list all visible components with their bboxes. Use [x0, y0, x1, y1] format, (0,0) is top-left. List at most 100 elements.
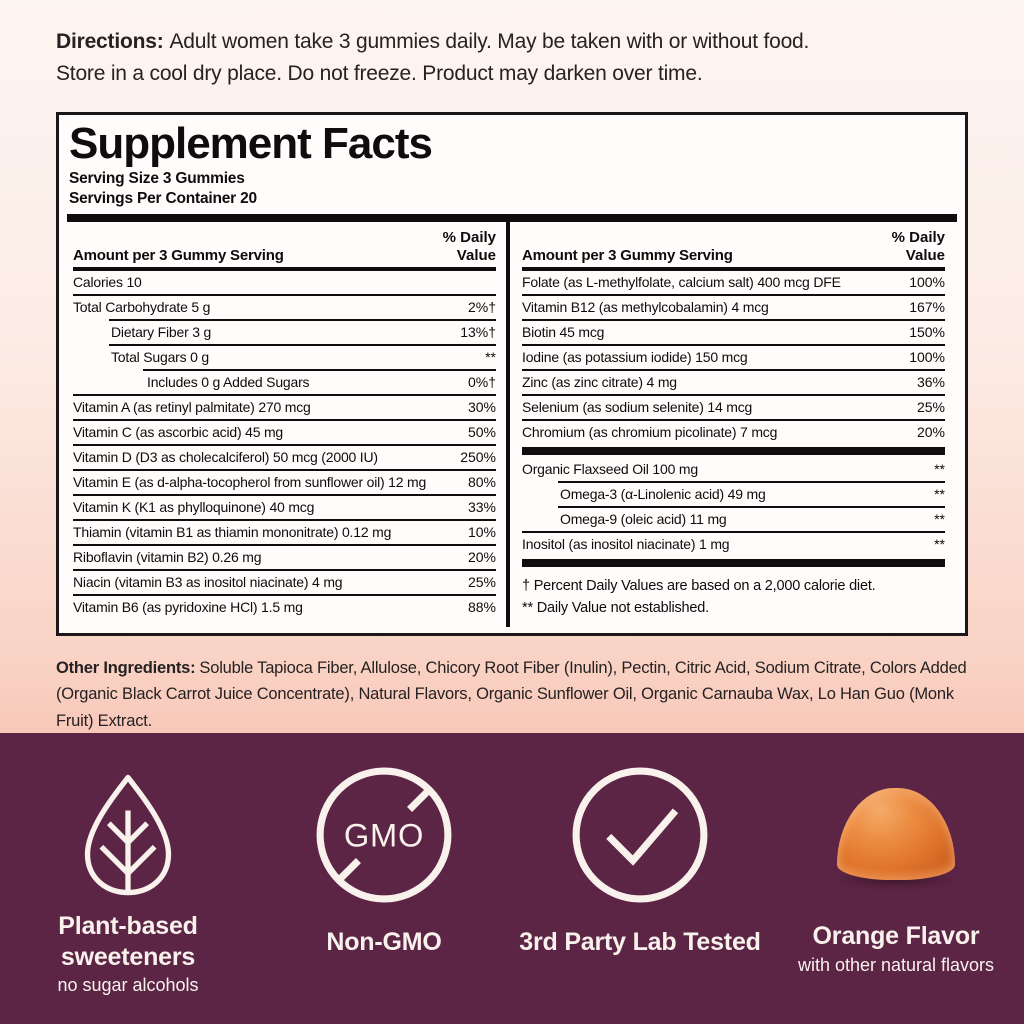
- gmo-icon-box: GMO: [313, 759, 455, 911]
- row-separator: [109, 343, 496, 346]
- amount-header: Amount per 3 Gummy Serving: [73, 246, 284, 264]
- table-column-right: Amount per 3 Gummy Serving % Daily Value …: [510, 222, 957, 627]
- nutrient-daily-value: 50%: [467, 424, 496, 441]
- nutrient-name: Vitamin B12 (as methylcobalamin) 4 mcg: [522, 299, 769, 316]
- nutrient-daily-value: **: [485, 349, 496, 366]
- orange-gummy-image: [831, 780, 961, 890]
- row-separator: [73, 443, 496, 446]
- nutrient-row: Selenium (as sodium selenite) 14 mcg 25%: [522, 396, 945, 419]
- other-ingredients-list: Soluble Tapioca Fiber, Allulose, Chicory…: [56, 659, 967, 730]
- table-top-bar: [67, 213, 957, 222]
- row-separator: [73, 468, 496, 471]
- row-separator: [522, 393, 945, 396]
- nutrient-daily-value: 80%: [467, 474, 496, 491]
- nutrient-daily-value: 10%: [467, 524, 496, 541]
- row-separator: [522, 368, 945, 371]
- daily-value-header-line2: Value: [905, 246, 945, 264]
- row-separator: [73, 593, 496, 596]
- row-separator: [73, 493, 496, 496]
- nutrient-row: Dietary Fiber 3 g 13%†: [73, 321, 496, 344]
- header-divider-line: [522, 266, 945, 271]
- gmo-circle-text: GMO: [344, 816, 424, 853]
- nutrient-row: Organic Flaxseed Oil 100 mg **: [522, 458, 945, 481]
- row-separator: [522, 293, 945, 296]
- nutrient-name: Iodine (as potassium iodide) 150 mcg: [522, 349, 748, 366]
- nutrient-row: Vitamin B6 (as pyridoxine HCl) 1.5 mg 88%: [73, 596, 496, 619]
- nutrient-row: Vitamin D (D3 as cholecalciferol) 50 mcg…: [73, 446, 496, 469]
- column-header: Amount per 3 Gummy Serving % Daily Value: [73, 222, 496, 267]
- badge-plant-based-sweeteners: Plant-based sweeteners no sugar alcohols: [0, 733, 256, 996]
- nutrient-name: Includes 0 g Added Sugars: [147, 374, 310, 391]
- table-column-left: Amount per 3 Gummy Serving % Daily Value …: [67, 222, 506, 627]
- daily-value-header-line1: % Daily: [442, 229, 496, 247]
- row-separator: [73, 393, 496, 396]
- panel-title: Supplement Facts: [69, 119, 433, 168]
- column-divider: [506, 221, 510, 627]
- nutrition-table: Amount per 3 Gummy Serving % Daily Value …: [67, 213, 957, 627]
- other-ingredients-text: Other Ingredients: Soluble Tapioca Fiber,…: [56, 655, 974, 734]
- checkmark-circle-icon: [572, 767, 708, 903]
- footnote-not-established: ** Daily Value not established.: [522, 599, 709, 616]
- row-separator: [558, 505, 945, 508]
- nutrient-name: Riboflavin (vitamin B2) 0.26 mg: [73, 549, 262, 566]
- nutrient-daily-value: 250%: [460, 449, 496, 466]
- header-divider-line: [73, 266, 496, 271]
- nutrient-row: Folate (as L-methylfolate, calcium salt)…: [522, 271, 945, 294]
- nutrient-name: Omega-3 (α-Linolenic acid) 49 mg: [560, 486, 766, 503]
- row-separator: [522, 318, 945, 321]
- amount-header: Amount per 3 Gummy Serving: [522, 246, 733, 264]
- nutrient-row: Total Sugars 0 g **: [73, 346, 496, 369]
- nutrient-row: Calories 10: [73, 271, 496, 294]
- nutrient-row: Omega-3 (α-Linolenic acid) 49 mg **: [522, 483, 945, 506]
- column-header: Amount per 3 Gummy Serving % Daily Value: [522, 222, 945, 267]
- row-separator: [558, 480, 945, 483]
- badge-orange-flavor: Orange Flavor with other natural flavors: [768, 733, 1024, 976]
- badge-sublabel: no sugar alcohols: [57, 975, 199, 995]
- nutrient-name: Vitamin K (K1 as phylloquinone) 40 mcg: [73, 499, 315, 516]
- nutrient-name: Niacin (vitamin B3 as inositol niacinate…: [73, 574, 343, 591]
- row-separator: [73, 293, 496, 296]
- nutrient-name: Vitamin D (D3 as cholecalciferol) 50 mcg…: [73, 449, 378, 466]
- nutrient-daily-value: 167%: [909, 299, 945, 316]
- row-separator: [522, 530, 945, 533]
- nutrient-row: Biotin 45 mcg 150%: [522, 321, 945, 344]
- nutrient-name: Organic Flaxseed Oil 100 mg: [522, 461, 698, 478]
- nutrient-daily-value: 25%: [916, 399, 945, 416]
- directions-text: Directions: Adult women take 3 gummies da…: [56, 26, 966, 89]
- nutrient-row: Thiamin (vitamin B1 as thiamin mononitra…: [73, 521, 496, 544]
- nutrient-row: Vitamin E (as d-alpha-tocopherol from su…: [73, 471, 496, 494]
- daily-value-header-line2: Value: [456, 246, 496, 264]
- nutrient-row: Includes 0 g Added Sugars 0%†: [73, 371, 496, 394]
- nutrient-name: Biotin 45 mcg: [522, 324, 605, 341]
- serving-size: Serving Size 3 Gummies: [69, 170, 245, 188]
- row-separator: [73, 518, 496, 521]
- nutrient-daily-value: **: [934, 461, 945, 478]
- supplement-facts-panel: Supplement Facts Serving Size 3 Gummies …: [56, 112, 968, 636]
- nutrient-row: Vitamin K (K1 as phylloquinone) 40 mcg 33…: [73, 496, 496, 519]
- gummy-icon-box: [831, 759, 961, 911]
- directions-label: Directions:: [56, 30, 164, 53]
- nutrient-daily-value: 100%: [909, 349, 945, 366]
- leaf-icon-box: [69, 759, 187, 911]
- nutrient-name: Zinc (as zinc citrate) 4 mg: [522, 374, 677, 391]
- nutrient-daily-value: 30%: [467, 399, 496, 416]
- footnotes: † Percent Daily Values are based on a 2,…: [522, 576, 945, 620]
- gummy-dome: [837, 788, 955, 880]
- nutrient-daily-value: 150%: [909, 324, 945, 341]
- nutrient-daily-value: 36%: [916, 374, 945, 391]
- nutrient-name: Thiamin (vitamin B1 as thiamin mononitra…: [73, 524, 392, 541]
- nutrient-daily-value: **: [934, 536, 945, 553]
- badge-label-line2: sweeteners: [60, 942, 196, 971]
- nutrient-daily-value: **: [934, 511, 945, 528]
- daily-value-header-line1: % Daily: [891, 229, 945, 247]
- badge-label-line1: Plant-based: [58, 912, 198, 940]
- nutrient-daily-value: 20%: [916, 424, 945, 441]
- leaf-icon: [84, 774, 172, 896]
- badge-label: Plant-based sweeteners: [58, 911, 198, 972]
- daily-value-header: % Daily Value: [443, 229, 496, 264]
- row-separator: [73, 418, 496, 421]
- nutrient-daily-value: 0%†: [467, 374, 496, 391]
- nutrient-name: Chromium (as chromium picolinate) 7 mcg: [522, 424, 778, 441]
- nutrient-row: Vitamin B12 (as methylcobalamin) 4 mcg 16…: [522, 296, 945, 319]
- row-separator: [522, 418, 945, 421]
